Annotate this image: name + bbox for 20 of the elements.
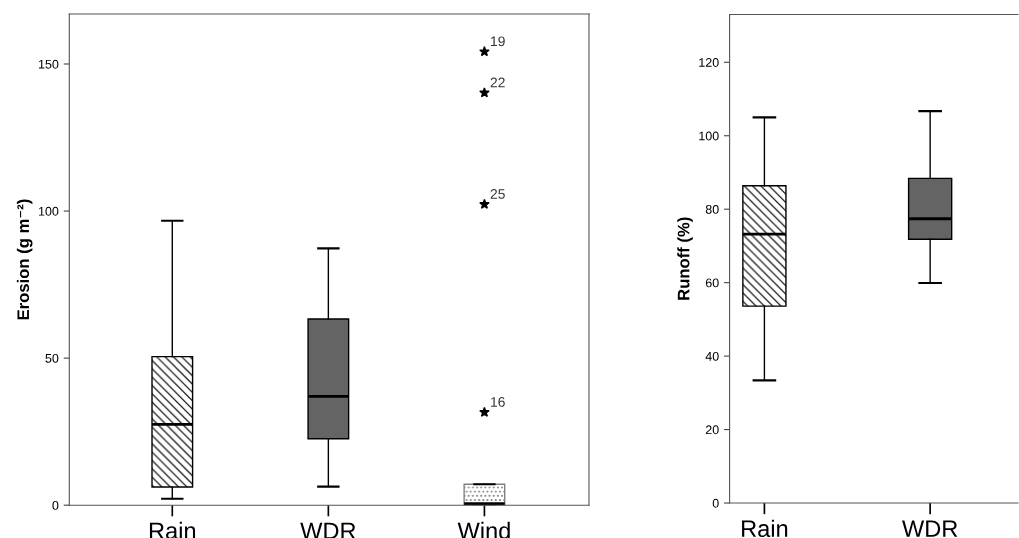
annotation: 16 bbox=[491, 396, 505, 407]
annotation: 19 bbox=[491, 36, 505, 47]
y-tick-label: 120 bbox=[699, 58, 719, 67]
y-tick-label: 0 bbox=[712, 498, 719, 508]
y-tick-label: 150 bbox=[38, 59, 59, 69]
y-tick-label: 20 bbox=[705, 425, 719, 435]
x-tick-label: WDR bbox=[300, 522, 356, 538]
y-tick-label: 100 bbox=[699, 131, 719, 141]
y-tick-label: 40 bbox=[705, 351, 719, 361]
y-tick-label: 60 bbox=[705, 278, 719, 288]
y-tick-label: 0 bbox=[52, 500, 59, 510]
x-tick-label: Rain bbox=[742, 519, 788, 538]
y-axis-title: Erosion (g m⁻²) bbox=[16, 199, 33, 320]
annotation: 22 bbox=[490, 77, 505, 88]
annotation: 25 bbox=[490, 189, 505, 199]
y-tick-label: 50 bbox=[45, 353, 59, 363]
y-tick-label: 100 bbox=[38, 206, 59, 216]
y-axis-title: Runoff (%) bbox=[677, 217, 693, 300]
y-tick-label: 80 bbox=[705, 204, 719, 214]
x-tick-label: WDR bbox=[902, 520, 958, 537]
